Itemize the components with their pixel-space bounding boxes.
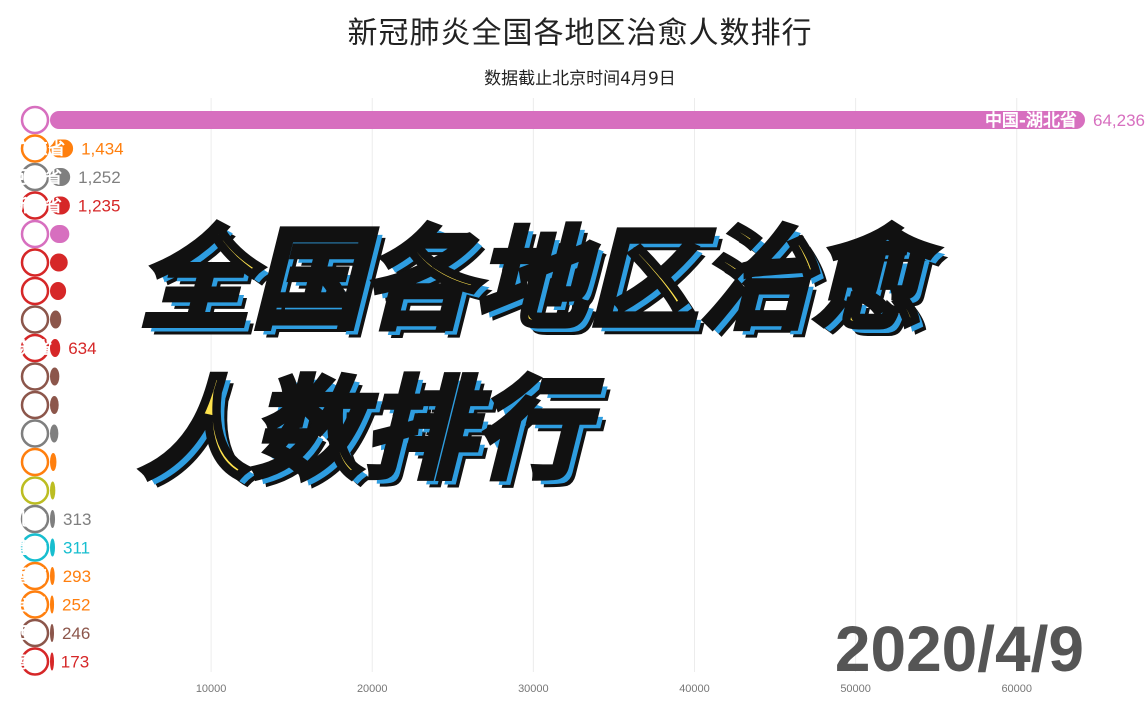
date-label: 2020/4/9 bbox=[834, 613, 1084, 685]
bar-marker bbox=[20, 333, 50, 363]
bar bbox=[50, 196, 70, 215]
bar-marker bbox=[20, 105, 50, 135]
bar bbox=[50, 396, 59, 414]
bar-label: 中国-广东省 bbox=[0, 139, 65, 160]
chart-title: 新冠肺炎全国各地区治愈人数排行 bbox=[347, 16, 813, 51]
x-tick-label: 60000 bbox=[1001, 683, 1032, 695]
bar-label: 中国-云南省 bbox=[0, 652, 45, 673]
bar bbox=[50, 567, 55, 585]
bar bbox=[50, 339, 61, 357]
bar bbox=[50, 652, 54, 671]
bar-label: 中国-河北省 bbox=[0, 509, 47, 530]
bar-marker bbox=[20, 305, 50, 334]
bar-label: 中国-浙江省 bbox=[0, 196, 62, 217]
bar bbox=[50, 310, 62, 329]
bar-marker bbox=[20, 219, 50, 249]
bar-marker bbox=[20, 276, 50, 306]
bar-marker bbox=[20, 476, 50, 505]
bar-value-label: 313 bbox=[63, 510, 91, 529]
bar-label: 中国-江苏省 bbox=[0, 338, 52, 359]
bar-label: 中国-河南省 bbox=[0, 167, 62, 188]
bar bbox=[50, 424, 59, 443]
bar-value-label: 1,235 bbox=[78, 197, 121, 216]
bar-value-label: 1,252 bbox=[78, 168, 121, 187]
bar bbox=[50, 168, 71, 186]
x-tick-label: 10000 bbox=[196, 683, 227, 695]
overlay-caption: 全国各地区治愈 人数排行 bbox=[138, 205, 925, 505]
bar-marker bbox=[20, 647, 50, 676]
bar-marker bbox=[20, 248, 50, 277]
bar bbox=[50, 139, 74, 158]
bar-marker bbox=[20, 419, 50, 448]
bar bbox=[50, 481, 56, 500]
x-tick-label: 30000 bbox=[518, 683, 549, 695]
bar-marker bbox=[20, 590, 50, 619]
overlay-line-2: 人数排行 bbox=[138, 364, 589, 497]
bar-value-label: 1,434 bbox=[81, 140, 124, 159]
bar-marker bbox=[20, 561, 50, 591]
bar-marker bbox=[20, 362, 50, 391]
bar-marker bbox=[20, 504, 50, 534]
x-tick-label: 50000 bbox=[840, 683, 871, 695]
bar-marker bbox=[20, 390, 50, 420]
bar-marker bbox=[20, 191, 50, 220]
bar bbox=[50, 624, 54, 642]
bar bbox=[50, 253, 68, 272]
bar-label: 中国-湖北省 bbox=[985, 110, 1077, 131]
bar-value-label: 634 bbox=[68, 339, 96, 358]
bar-value-label: 311 bbox=[63, 539, 90, 558]
bar bbox=[50, 453, 57, 471]
bar bbox=[50, 538, 56, 557]
bar-marker bbox=[20, 533, 50, 562]
bar bbox=[50, 510, 56, 528]
chart-subtitle: 数据截止北京时间4月9日 bbox=[484, 69, 676, 89]
bar-marker bbox=[20, 162, 50, 192]
bar-label: 中国-广西壮族自治区 bbox=[0, 595, 46, 616]
bar-marker bbox=[20, 134, 50, 163]
bar bbox=[50, 111, 1085, 129]
bar-value-label: 64,236 bbox=[1093, 111, 1145, 130]
bar bbox=[50, 595, 55, 614]
bar bbox=[50, 282, 67, 300]
bar-value-label: 173 bbox=[61, 653, 89, 672]
bar-value-label: 293 bbox=[63, 567, 91, 586]
bar-value-label: 246 bbox=[62, 624, 90, 643]
x-tick-label: 40000 bbox=[679, 683, 710, 695]
bar-marker bbox=[20, 618, 50, 648]
bar-label: 中国-福建省 bbox=[0, 538, 47, 559]
bar-value-label: 252 bbox=[62, 596, 90, 615]
bar-label: 中国-香港 bbox=[0, 566, 48, 587]
bar-marker bbox=[20, 447, 50, 477]
x-tick-label: 20000 bbox=[357, 683, 388, 695]
bar-label: 中国-陕西省 bbox=[0, 623, 46, 644]
overlay-line-1: 全国各地区治愈 bbox=[138, 214, 925, 347]
bar bbox=[50, 367, 60, 386]
bar bbox=[50, 225, 70, 243]
